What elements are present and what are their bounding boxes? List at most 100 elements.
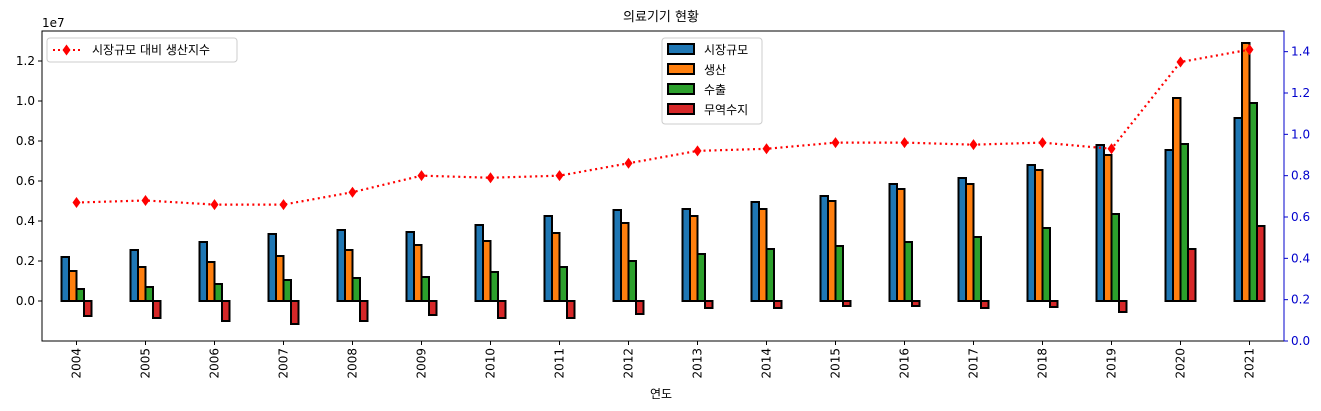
bar-1-2007: [275, 255, 285, 302]
bar-legend-swatch-2: [667, 83, 695, 95]
bar-0-2015: [819, 195, 829, 302]
index-marker-2004: [72, 197, 81, 209]
bar-legend-swatch-1: [667, 63, 695, 75]
bar-0-2013: [681, 208, 691, 302]
bar-2-2008: [351, 277, 361, 302]
bar-3-2011: [566, 300, 576, 319]
bar-3-2019: [1118, 300, 1128, 313]
bar-0-2016: [888, 183, 898, 302]
y-offset-label: 1e7: [42, 16, 65, 30]
index-marker-2014: [762, 143, 771, 155]
bar-0-2014: [750, 201, 760, 302]
y-tick-label-3: 0.6: [16, 174, 35, 188]
y-tick-label-1: 0.2: [16, 254, 35, 268]
x-tick-label-2009: 2009: [415, 348, 429, 379]
x-tick-label-2005: 2005: [139, 348, 153, 379]
bar-0-2018: [1026, 164, 1036, 302]
line-layer: [72, 44, 1254, 211]
y2-tick-label-1: 0.2: [1291, 293, 1310, 307]
index-marker-2019: [1107, 143, 1116, 155]
index-marker-2009: [417, 170, 426, 182]
x-tick-label-2012: 2012: [622, 348, 636, 379]
bar-3-2020: [1187, 248, 1197, 302]
bar-1-2016: [896, 188, 906, 302]
bar-3-2008: [359, 300, 369, 322]
index-marker-2013: [693, 145, 702, 157]
bar-legend-frame: [661, 37, 763, 125]
bar-2-2012: [627, 260, 637, 302]
bar-1-2011: [551, 232, 561, 302]
x-tick-label-2021: 2021: [1243, 348, 1257, 379]
x-tick-label-2019: 2019: [1105, 348, 1119, 379]
index-marker-2020: [1176, 56, 1185, 68]
bar-0-2007: [267, 233, 277, 302]
line-legend: 시장규모 대비 생산지수: [46, 37, 238, 63]
index-marker-2016: [900, 137, 909, 149]
index-marker-2018: [1038, 137, 1047, 149]
index-marker-2005: [141, 194, 150, 206]
bar-3-2013: [704, 300, 714, 309]
bar-1-2005: [137, 266, 147, 302]
bar-legend-swatch-0: [667, 43, 695, 55]
bar-2-2011: [558, 266, 568, 302]
index-marker-2010: [486, 172, 495, 184]
bar-3-2010: [497, 300, 507, 319]
y-tick-label-5: 1.0: [16, 94, 35, 108]
bar-1-2017: [965, 183, 975, 302]
bar-3-2009: [428, 300, 438, 316]
bar-1-2004: [68, 270, 78, 302]
bar-1-2009: [413, 244, 423, 302]
bar-2-2016: [903, 241, 913, 302]
bar-2-2004: [75, 288, 85, 302]
bar-1-2010: [482, 240, 492, 302]
bar-1-2014: [758, 208, 768, 302]
y-tick-label-2: 0.4: [16, 214, 35, 228]
bar-3-2014: [773, 300, 783, 309]
index-marker-2008: [348, 186, 357, 198]
bar-0-2010: [474, 224, 484, 302]
bar-1-2019: [1103, 154, 1113, 302]
bars-layer: [60, 42, 1266, 325]
x-tick-label-2010: 2010: [484, 348, 498, 379]
axes-layer: 0.0 0.2 0.4 0.6 0.8 1.0 1.2 0.0 0.2 0.4 0.6 0.8 1.0 1…: [16, 30, 1310, 379]
bar-2-2005: [144, 286, 154, 302]
bar-legend-label-1: 생산: [704, 63, 726, 77]
bar-legend-swatch-3: [667, 103, 695, 115]
bar-0-2009: [405, 231, 415, 302]
y2-tick-label-6: 1.2: [1291, 86, 1310, 100]
bar-0-2008: [336, 229, 346, 302]
x-tick-label-2017: 2017: [967, 348, 981, 379]
bar-0-2005: [129, 249, 139, 302]
bar-1-2013: [689, 215, 699, 302]
index-marker-2006: [210, 199, 219, 211]
bar-1-2021: [1241, 42, 1251, 302]
bar-0-2021: [1233, 117, 1243, 302]
x-tick-label-2016: 2016: [898, 348, 912, 379]
bar-2-2017: [972, 236, 982, 302]
bar-2-2010: [489, 271, 499, 302]
bar-legend-label-2: 수출: [704, 83, 726, 97]
index-marker-2021: [1245, 44, 1254, 56]
x-tick-label-2015: 2015: [829, 348, 843, 379]
line-legend-label: 시장규모 대비 생산지수: [92, 43, 210, 57]
bar-0-2020: [1164, 149, 1174, 302]
bar-legend-label-3: 무역수지: [704, 103, 748, 117]
bar-2-2009: [420, 276, 430, 302]
line-legend-frame: [46, 37, 238, 63]
bar-3-2021: [1256, 225, 1266, 302]
bar-2-2013: [696, 253, 706, 302]
x-tick-label-2020: 2020: [1174, 348, 1188, 379]
index-marker-2015: [831, 137, 840, 149]
bar-legend-label-0: 시장규모: [704, 43, 748, 57]
chart-title: 의료기기 현황: [623, 10, 699, 25]
bar-1-2012: [620, 222, 630, 302]
bar-3-2016: [911, 300, 921, 307]
x-tick-label-2004: 2004: [70, 348, 84, 379]
y2-tick-label-7: 1.4: [1291, 45, 1310, 59]
bar-3-2018: [1049, 300, 1059, 308]
bar-2-2020: [1179, 143, 1189, 302]
bar-0-2011: [543, 215, 553, 302]
y2-tick-label-5: 1.0: [1291, 127, 1310, 141]
bar-2-2018: [1041, 227, 1051, 302]
